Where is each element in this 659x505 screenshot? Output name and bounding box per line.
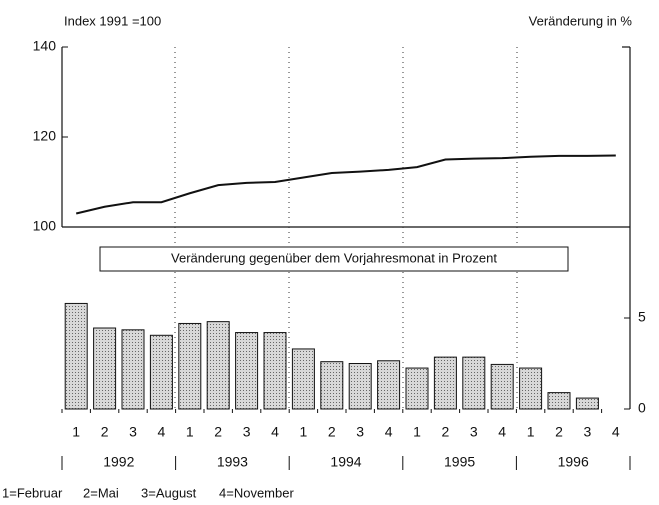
year-label: 1994 (330, 454, 361, 470)
year-label: 1996 (558, 454, 589, 470)
x-tick-label: 4 (498, 424, 506, 440)
x-tick-label: 3 (470, 424, 478, 440)
bar (121, 329, 145, 410)
bar (291, 348, 315, 410)
bar (64, 302, 88, 410)
frame (61, 46, 631, 409)
bar (547, 392, 571, 410)
bar (490, 363, 514, 410)
annotation-box (99, 246, 569, 272)
x-tick-label: 4 (385, 424, 393, 440)
x-tick-label: 2 (555, 424, 563, 440)
y-tick-label: 100 (33, 218, 57, 234)
y2-tick-label: 0 (638, 400, 646, 416)
x-tick-label: 3 (129, 424, 137, 440)
bar (263, 332, 287, 410)
x-tick-label: 1 (527, 424, 535, 440)
x-tick-label: 3 (356, 424, 364, 440)
x-tick-label: 3 (584, 424, 592, 440)
bar (149, 334, 173, 410)
bar (93, 327, 117, 410)
x-tick-label: 1 (300, 424, 308, 440)
x-tick-label: 1 (413, 424, 421, 440)
x-tick-label: 1 (186, 424, 194, 440)
x-tick-label: 2 (442, 424, 450, 440)
bar (575, 397, 599, 410)
left-axis-title: Index 1991 =100 (64, 13, 161, 28)
annotation: Veränderung gegenüber dem Vorjahresmonat… (171, 250, 497, 265)
x-tick-label: 2 (101, 424, 109, 440)
year-label: 1995 (444, 454, 475, 470)
bar (519, 367, 543, 410)
bar (235, 332, 259, 410)
year-label: 1993 (217, 454, 248, 470)
bar (462, 356, 486, 410)
y-tick-label: 120 (33, 128, 57, 144)
bar (433, 356, 457, 410)
x-tick-label: 4 (158, 424, 166, 440)
bar (178, 322, 202, 410)
x-tick-label: 4 (271, 424, 279, 440)
legend-entry: 2=Mai (83, 485, 119, 500)
bar (348, 363, 372, 410)
x-tick-label: 3 (243, 424, 251, 440)
y2-tick-label: 5 (638, 309, 646, 325)
bar (206, 321, 230, 410)
bar (377, 360, 401, 410)
legend-entry: 1=Februar (2, 485, 63, 500)
x-tick-label: 2 (214, 424, 222, 440)
index-line (75, 154, 616, 215)
bar (405, 367, 429, 410)
right-axis-title: Veränderung in % (529, 13, 633, 28)
bar (320, 361, 344, 410)
x-tick-label: 2 (328, 424, 336, 440)
legend-entry: 3=August (141, 485, 197, 500)
legend-entry: 4=November (219, 485, 294, 500)
year-label: 1992 (103, 454, 134, 470)
y-tick-label: 140 (33, 38, 57, 54)
x-tick-label: 1 (72, 424, 80, 440)
x-tick-label: 4 (612, 424, 620, 440)
year-dividers (174, 47, 518, 409)
